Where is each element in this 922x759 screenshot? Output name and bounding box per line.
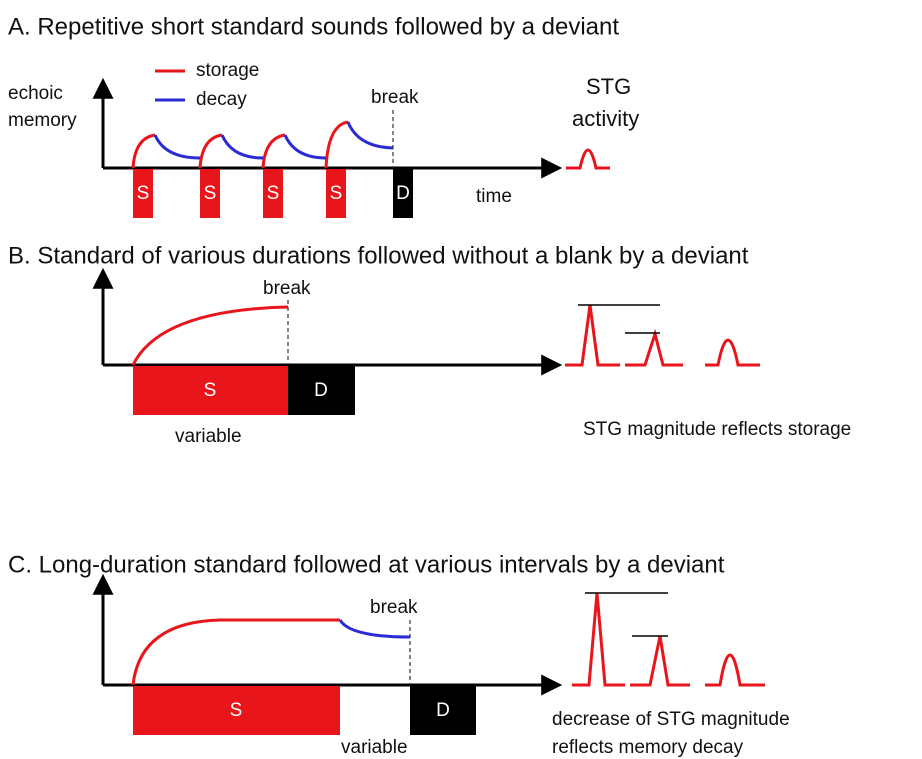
legend-label: decay (196, 89, 247, 110)
stg-response (625, 328, 683, 367)
storage-curve (131, 120, 349, 169)
break-label: break (370, 597, 418, 618)
deviant-box (410, 686, 476, 735)
storage-curve (131, 618, 340, 686)
decay-curve (338, 619, 411, 639)
y-axis-label: echoic (8, 83, 63, 104)
output-label: activity (572, 106, 639, 131)
deviant-box (288, 366, 355, 415)
deviant-box (393, 169, 413, 218)
panel-c: C. Long-duration standard followed at va… (8, 551, 790, 758)
stg-response (705, 653, 765, 687)
caption: reflects memory decay (552, 737, 744, 758)
stg-response (630, 635, 690, 687)
standard-box (133, 366, 288, 415)
panel-a: A. Repetitive short standard sounds foll… (8, 13, 639, 218)
legend-label: storage (196, 60, 259, 81)
box-label: S (137, 183, 150, 204)
x-axis-label: time (476, 186, 512, 207)
standard-box (326, 169, 346, 218)
duration-label: variable (341, 737, 408, 758)
box-label: D (396, 183, 410, 204)
duration-label: variable (175, 426, 242, 447)
storage-curve (131, 305, 289, 366)
stg-response (705, 338, 760, 367)
standard-box (200, 169, 220, 218)
box-label: S (267, 183, 280, 204)
stg-response (566, 148, 610, 170)
box-label: D (314, 380, 328, 401)
caption: decrease of STG magnitude (552, 709, 790, 730)
box-label: D (436, 700, 450, 721)
panel-b: B. Standard of various durations followe… (8, 242, 851, 447)
box-label: S (230, 700, 243, 721)
break-label: break (371, 87, 419, 108)
stg-response (565, 304, 620, 367)
standard-box (263, 169, 283, 218)
decay-curve (153, 121, 394, 160)
standard-box (133, 169, 153, 218)
standard-box (133, 686, 340, 735)
caption: STG magnitude reflects storage (583, 419, 851, 440)
box-label: S (204, 183, 217, 204)
panel-title: A. Repetitive short standard sounds foll… (8, 13, 619, 40)
panel-title: B. Standard of various durations followe… (8, 242, 749, 269)
stg-response (572, 592, 625, 687)
box-label: S (330, 183, 343, 204)
y-axis-label: memory (8, 110, 77, 131)
panel-title: C. Long-duration standard followed at va… (8, 551, 725, 578)
output-label: STG (586, 74, 631, 99)
box-label: S (204, 380, 217, 401)
break-label: break (263, 278, 311, 299)
